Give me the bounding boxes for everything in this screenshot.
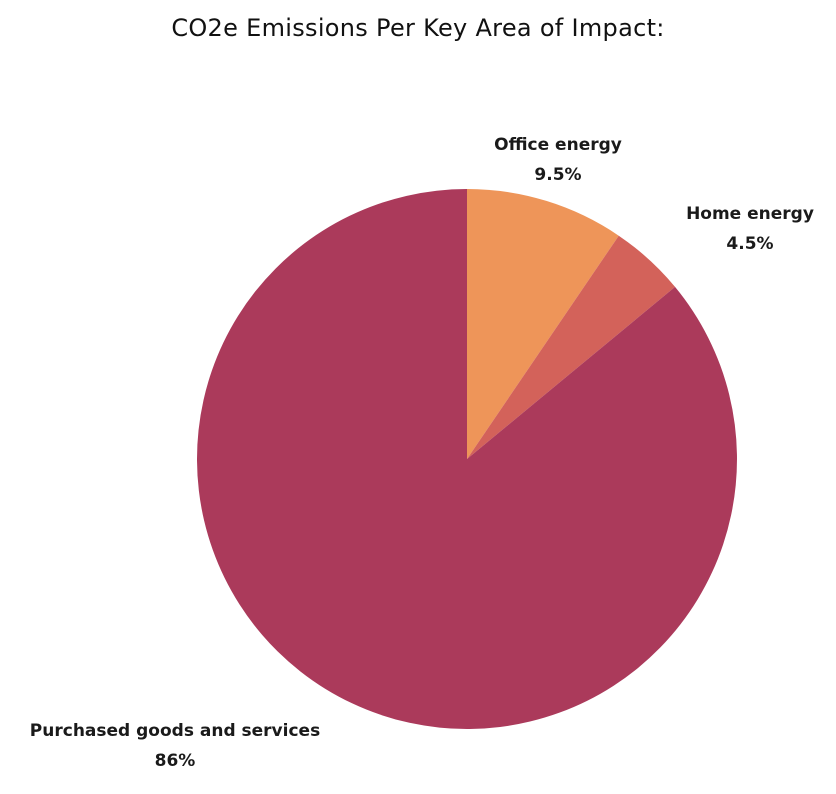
slice-label-office-energy: Office energy 9.5% <box>458 130 658 190</box>
slice-label-home-energy: Home energy 4.5% <box>660 199 836 259</box>
chart-title: CO2e Emissions Per Key Area of Impact: <box>171 14 665 42</box>
pie-slice-office-energy <box>467 189 619 459</box>
slice-percent-purchased-goods: 86% <box>154 751 196 771</box>
slice-name-home-energy: Home energy <box>686 204 814 224</box>
slice-percent-office-energy: 9.5% <box>534 165 582 185</box>
pie-slice-purchased-goods-and-services <box>196 189 737 729</box>
slice-percent-home-energy: 4.5% <box>726 234 774 254</box>
slice-name-office-energy: Office energy <box>494 135 622 155</box>
slice-name-purchased-goods: Purchased goods and services <box>29 721 321 741</box>
slice-label-purchased-goods: Purchased goods and services 86% <box>0 716 350 776</box>
pie-slice-home-energy <box>467 235 676 459</box>
